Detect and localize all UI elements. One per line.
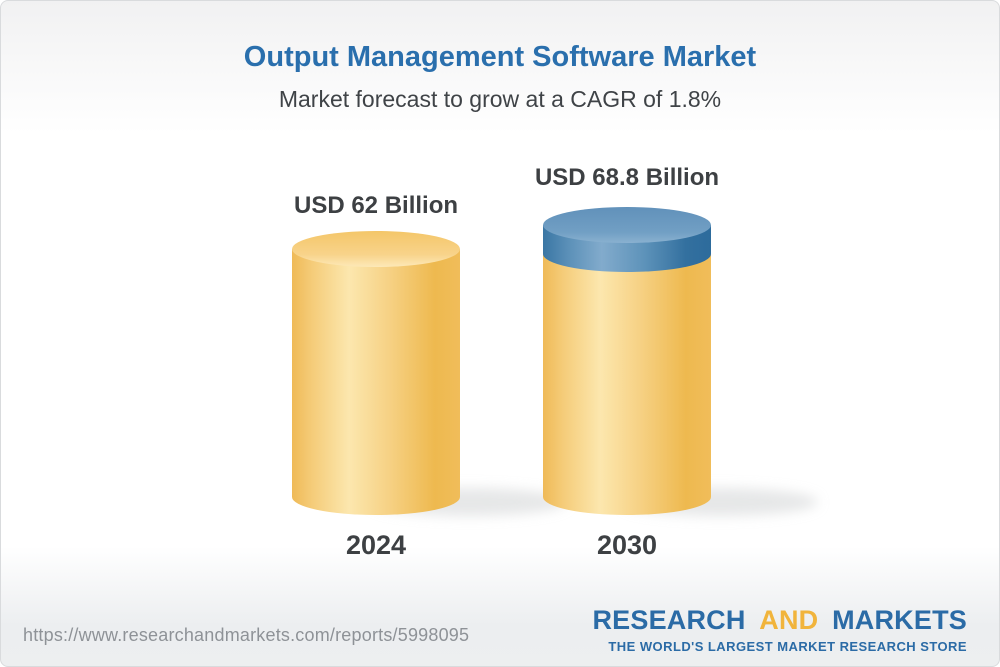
source-url-link[interactable]: https://www.researchandmarkets.com/repor… xyxy=(23,625,470,645)
chart-subtitle: Market forecast to grow at a CAGR of 1.8… xyxy=(278,86,722,112)
x-tick-2024: 2024 xyxy=(345,530,407,560)
value-label-2024: USD 62 Billion xyxy=(293,192,459,219)
brand-logo-wordmark: RESEARCH AND MARKETS xyxy=(592,605,967,636)
x-tick-2030: 2030 xyxy=(596,530,658,560)
logo-word-research: RESEARCH xyxy=(592,605,746,635)
value-label-2030: USD 68.8 Billion xyxy=(534,164,720,191)
logo-word-and: AND xyxy=(759,605,819,635)
cylinder-2030 xyxy=(543,207,818,516)
brand-logo: RESEARCH AND MARKETS THE WORLD'S LARGEST… xyxy=(592,605,967,654)
brand-logo-tagline: THE WORLD'S LARGEST MARKET RESEARCH STOR… xyxy=(608,639,967,654)
bar-chart-canvas xyxy=(292,207,818,516)
growth-cap-top xyxy=(543,207,711,243)
cylinder-2024 xyxy=(292,231,567,516)
chart-title: Output Management Software Market xyxy=(243,41,757,73)
logo-word-markets: MARKETS xyxy=(832,605,967,635)
